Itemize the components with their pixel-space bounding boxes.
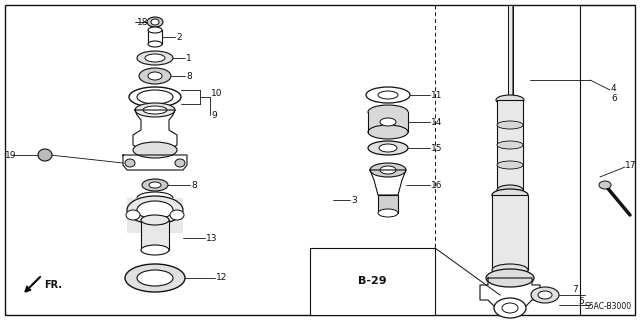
Ellipse shape <box>142 179 168 191</box>
Text: 15: 15 <box>431 143 442 153</box>
Ellipse shape <box>141 215 169 225</box>
Text: 13: 13 <box>206 234 218 243</box>
Bar <box>492 195 528 270</box>
Ellipse shape <box>148 72 162 80</box>
Ellipse shape <box>127 196 183 224</box>
Text: 16: 16 <box>431 180 442 189</box>
Ellipse shape <box>151 19 159 25</box>
Polygon shape <box>133 110 177 150</box>
Text: 5: 5 <box>578 298 584 307</box>
Text: B-29: B-29 <box>358 276 387 286</box>
Ellipse shape <box>497 161 523 169</box>
Text: 18: 18 <box>137 18 148 27</box>
Ellipse shape <box>497 141 523 149</box>
Text: 9: 9 <box>211 110 217 119</box>
Ellipse shape <box>137 51 173 65</box>
Ellipse shape <box>599 181 611 189</box>
Ellipse shape <box>496 95 524 105</box>
Ellipse shape <box>378 91 398 99</box>
Ellipse shape <box>137 201 173 219</box>
Ellipse shape <box>368 141 408 155</box>
Ellipse shape <box>502 303 518 313</box>
Ellipse shape <box>497 185 523 195</box>
Ellipse shape <box>531 287 559 303</box>
Text: 10: 10 <box>211 89 223 98</box>
Ellipse shape <box>492 264 528 276</box>
Ellipse shape <box>494 298 526 318</box>
Polygon shape <box>480 278 540 308</box>
Ellipse shape <box>368 125 408 139</box>
Ellipse shape <box>149 182 161 188</box>
Bar <box>508 5 513 100</box>
Text: 12: 12 <box>216 274 227 283</box>
Ellipse shape <box>370 163 406 177</box>
Text: S5AC-B3000: S5AC-B3000 <box>585 302 632 311</box>
Text: 3: 3 <box>351 196 356 204</box>
Ellipse shape <box>125 159 135 167</box>
Ellipse shape <box>378 209 398 217</box>
Bar <box>141 220 169 250</box>
Text: 6: 6 <box>611 93 617 102</box>
Bar <box>148 30 162 44</box>
Text: 8: 8 <box>186 71 192 81</box>
Ellipse shape <box>135 103 175 117</box>
Ellipse shape <box>175 159 185 167</box>
Ellipse shape <box>366 87 410 103</box>
Text: 8: 8 <box>191 180 196 189</box>
Ellipse shape <box>137 90 173 104</box>
Bar <box>310 248 435 315</box>
Ellipse shape <box>125 264 185 292</box>
Text: 4: 4 <box>611 84 616 92</box>
Text: 11: 11 <box>431 91 442 100</box>
Ellipse shape <box>148 41 162 47</box>
Text: 19: 19 <box>5 150 17 159</box>
Ellipse shape <box>486 269 534 287</box>
Text: FR.: FR. <box>44 280 62 290</box>
Text: 14: 14 <box>431 117 442 126</box>
Ellipse shape <box>139 68 171 84</box>
Ellipse shape <box>126 210 140 220</box>
Polygon shape <box>123 155 187 170</box>
Ellipse shape <box>133 142 177 158</box>
Ellipse shape <box>141 245 169 255</box>
Ellipse shape <box>143 106 167 114</box>
Ellipse shape <box>380 166 396 174</box>
Ellipse shape <box>38 149 52 161</box>
Ellipse shape <box>538 291 552 299</box>
Ellipse shape <box>380 118 396 126</box>
Text: 2: 2 <box>176 33 182 42</box>
Ellipse shape <box>137 192 173 204</box>
Bar <box>497 100 523 190</box>
Ellipse shape <box>379 144 397 152</box>
Ellipse shape <box>147 17 163 27</box>
Bar <box>127 198 183 233</box>
Ellipse shape <box>137 270 173 286</box>
Ellipse shape <box>170 210 184 220</box>
Ellipse shape <box>148 27 162 33</box>
Ellipse shape <box>368 105 408 119</box>
Ellipse shape <box>145 54 165 62</box>
Bar <box>378 195 398 213</box>
Polygon shape <box>370 170 406 195</box>
Text: 7: 7 <box>572 285 578 294</box>
Text: 17: 17 <box>625 161 637 170</box>
Ellipse shape <box>492 189 528 201</box>
Bar <box>368 112 408 132</box>
Text: 1: 1 <box>186 53 192 62</box>
Ellipse shape <box>129 87 181 107</box>
Ellipse shape <box>497 121 523 129</box>
